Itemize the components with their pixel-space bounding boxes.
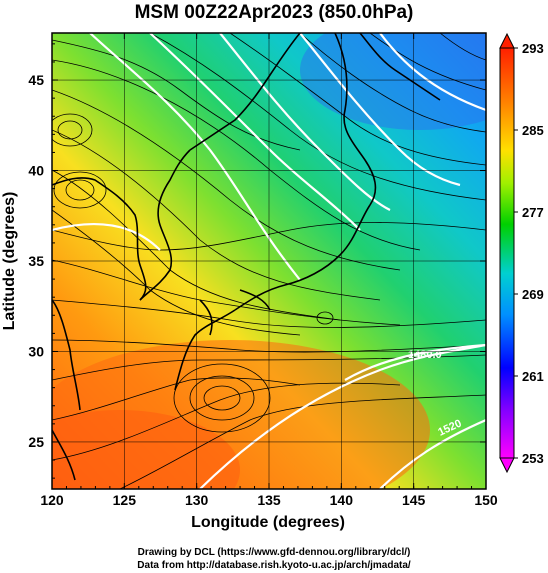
colorbar-tick-label: 253 xyxy=(522,451,544,466)
axis-ticks xyxy=(51,33,487,489)
credits: Drawing by DCL (https://www.gfd-dennou.o… xyxy=(0,546,548,572)
colorbar-tick-label: 285 xyxy=(522,123,544,138)
lon-tick-label: 125 xyxy=(113,492,137,508)
temperature-field xyxy=(52,33,486,489)
map-title: MSM 00Z22Apr2023 (850.0hPa) xyxy=(134,2,414,23)
lat-tick-label: 45 xyxy=(28,72,44,88)
colorbar-scale xyxy=(499,47,515,459)
lon-tick-label: 150 xyxy=(474,492,498,508)
colorbar-tick-labels: 293 285 277 269 261 253 xyxy=(514,41,544,466)
lon-tick-label: 120 xyxy=(40,492,64,508)
lon-tick-label: 135 xyxy=(257,492,281,508)
colorbar-tick-label: 277 xyxy=(522,205,544,220)
coastlines xyxy=(52,33,441,481)
colorbar-max-arrow xyxy=(499,32,515,49)
height-contours xyxy=(52,33,486,489)
colorbar: 293 285 277 269 261 253 xyxy=(499,32,544,474)
lat-tick-label: 40 xyxy=(28,163,44,179)
lon-tick-label: 145 xyxy=(402,492,426,508)
lat-tick-label: 35 xyxy=(28,253,44,269)
lat-tick-label: 30 xyxy=(28,343,44,359)
colorbar-min-arrow xyxy=(499,457,515,474)
colorbar-tick-label: 261 xyxy=(522,369,544,384)
contour-label-1480: 1480.0 xyxy=(408,349,442,361)
axis-tick-labels: 120 125 130 135 140 145 150 25 30 35 40 45 xyxy=(28,72,497,508)
colorbar-tick-label: 269 xyxy=(522,287,544,302)
y-axis-label: Latitude (degrees) xyxy=(1,192,18,331)
lon-tick-label: 140 xyxy=(330,492,354,508)
lon-tick-label: 130 xyxy=(185,492,209,508)
lat-lon-grid xyxy=(52,33,486,489)
x-axis-label: Longitude (degrees) xyxy=(191,514,345,531)
colorbar-tick-label: 293 xyxy=(522,41,544,56)
lat-tick-label: 25 xyxy=(28,434,44,450)
credit-data: Data from http://database.rish.kyoto-u.a… xyxy=(137,560,411,571)
credit-dcl: Drawing by DCL (https://www.gfd-dennou.o… xyxy=(137,547,411,558)
